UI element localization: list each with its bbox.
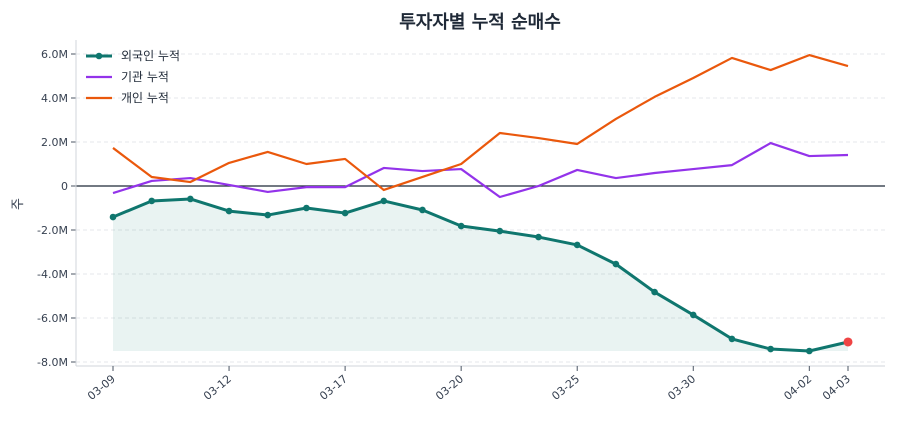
data-point: [380, 197, 388, 205]
data-point: [728, 335, 736, 343]
y-tick-label: -2.0M: [37, 224, 68, 237]
data-point: [419, 206, 426, 214]
x-tick-label: 03-12: [201, 372, 234, 403]
x-tick-label: 03-30: [665, 372, 698, 403]
data-point: [535, 233, 542, 241]
legend-label: 외국인 누적: [121, 49, 180, 63]
y-tick-label: 2.0M: [41, 136, 68, 149]
series-area-fill: [113, 198, 848, 351]
data-point: [303, 204, 310, 212]
y-tick-label: 4.0M: [41, 92, 68, 105]
legend-label: 개인 누적: [121, 91, 169, 105]
series-line: [112, 197, 849, 353]
x-tick-label: 04-03: [820, 372, 853, 403]
series-line: [112, 53, 849, 192]
series-line: [112, 142, 849, 199]
data-point: [187, 195, 194, 203]
series-lines: [109, 53, 853, 355]
y-tick-label: -4.0M: [37, 268, 68, 281]
y-tick-label: 0: [61, 180, 68, 193]
data-point: [496, 227, 504, 235]
last-point-marker: [843, 337, 853, 347]
y-axis-label: 주: [11, 198, 26, 210]
data-point: [651, 288, 658, 296]
x-tick-label: 03-09: [85, 372, 118, 403]
legend-marker: [95, 52, 103, 60]
data-point: [767, 345, 774, 353]
y-tick-label: -6.0M: [37, 312, 68, 325]
x-tick-label: 03-17: [317, 372, 350, 403]
gridlines: [76, 53, 885, 363]
area-fill: [113, 198, 848, 351]
data-point: [573, 241, 581, 249]
data-point: [457, 222, 465, 230]
data-point: [264, 211, 272, 219]
data-point: [806, 347, 813, 355]
data-point: [689, 311, 697, 319]
x-tick-label: 03-20: [433, 372, 466, 403]
legend-label: 기관 누적: [121, 70, 169, 84]
data-point: [225, 207, 233, 215]
data-point: [612, 260, 620, 268]
chart-title: 투자자별 누적 순매수: [399, 12, 561, 33]
data-point: [341, 209, 349, 217]
x-tick-label: 04-02: [781, 372, 814, 403]
data-point: [148, 197, 155, 205]
data-point: [109, 213, 117, 221]
x-tick-label: 03-25: [549, 372, 582, 403]
y-tick-label: 6.0M: [41, 48, 68, 61]
y-tick-label: -8.0M: [37, 356, 68, 369]
